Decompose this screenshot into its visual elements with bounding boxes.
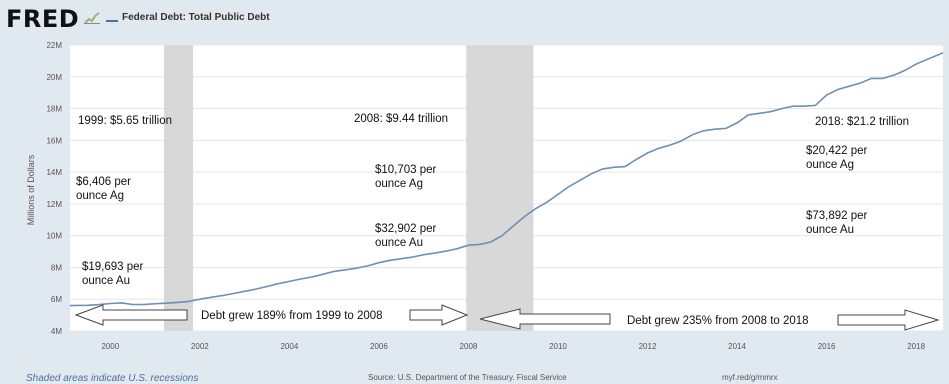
fred-chart-icon	[84, 12, 100, 24]
annotation-growth-2008-2018: Debt grew 235% from 2008 to 2018	[627, 315, 809, 327]
annotation-growth-1999-2008: Debt grew 189% from 1999 to 2008	[201, 310, 383, 322]
annotation-2008-ag-line2: ounce Ag	[375, 178, 423, 190]
y-tick-label: 22M	[46, 41, 62, 50]
recession-note: Shaded areas indicate U.S. recessions	[26, 373, 199, 384]
x-tick-label: 2008	[460, 342, 478, 351]
legend-line-swatch	[106, 20, 118, 22]
recession-band	[164, 45, 194, 331]
annotation-1999-au-line1: $19,693 per	[82, 261, 144, 273]
arrow-2018-right	[837, 309, 940, 331]
debt-series-line	[69, 52, 944, 307]
annotation-2008-au-line2: ounce Au	[375, 237, 423, 249]
annotation-1999-au-line2: ounce Au	[82, 275, 130, 287]
x-tick-label: 2010	[549, 342, 567, 351]
y-tick-label: 4M	[51, 327, 62, 336]
y-tick-label: 20M	[46, 73, 62, 82]
legend-series-title[interactable]: Federal Debt: Total Public Debt	[122, 12, 270, 23]
recession-bands	[164, 45, 534, 331]
annotation-2018-total: 2018: $21.2 trillion	[815, 116, 909, 128]
annotation-2018-ag-line1: $20,422 per	[806, 145, 868, 157]
annotation-1999-total: 1999: $5.65 trillion	[78, 115, 172, 127]
x-tick-label: 2016	[818, 342, 836, 351]
y-tick-label: 16M	[46, 136, 62, 145]
x-tick-label: 2018	[907, 342, 925, 351]
x-tick-label: 2004	[280, 342, 298, 351]
x-tick-label: 2006	[370, 342, 388, 351]
annotation-2018-au-line1: $73,892 per	[806, 210, 868, 222]
annotation-2008-total: 2008: $9.44 trillion	[354, 113, 448, 125]
arrow-2008-left	[479, 308, 611, 330]
y-tick-label: 10M	[46, 232, 62, 241]
y-tick-label: 8M	[51, 263, 62, 272]
arrow-1999-left	[74, 304, 188, 326]
annotation-1999-ag-line1: $6,406 per	[76, 176, 131, 188]
arrow-2008-right	[409, 304, 469, 326]
fred-logo[interactable]: FRED	[6, 5, 80, 33]
annotation-2008-ag-line1: $10,703 per	[375, 164, 437, 176]
x-tick-label: 2014	[728, 342, 746, 351]
x-axis-ticks: 2000 2002 2004 2006 2008 2010 2012 2014 2016 2018	[101, 342, 925, 351]
y-axis-ticks: 4M 6M 8M 10M 12M 14M 16M 18M 20M 22M	[46, 41, 62, 336]
y-tick-label: 12M	[46, 200, 62, 209]
x-tick-label: 2002	[191, 342, 209, 351]
annotation-1999-ag-line2: ounce Ag	[76, 190, 124, 202]
short-link[interactable]: myf.red/g/mmrx	[722, 373, 778, 382]
recession-band	[466, 45, 534, 331]
y-tick-label: 6M	[51, 295, 62, 304]
annotation-2018-ag-line2: ounce Ag	[806, 159, 854, 171]
annotation-2008-au-line1: $32,902 per	[375, 223, 437, 235]
y-tick-label: 14M	[46, 168, 62, 177]
annotation-2018-au-line2: ounce Au	[806, 224, 854, 236]
x-tick-label: 2000	[101, 342, 119, 351]
chart-header: FRED Federal Debt: Total Public Debt	[0, 0, 949, 38]
y-axis-label: Millions of Dollars	[26, 154, 36, 225]
x-tick-label: 2012	[639, 342, 657, 351]
y-tick-label: 18M	[46, 105, 62, 114]
source-credit: Source: U.S. Department of the Treasury.…	[368, 373, 567, 382]
